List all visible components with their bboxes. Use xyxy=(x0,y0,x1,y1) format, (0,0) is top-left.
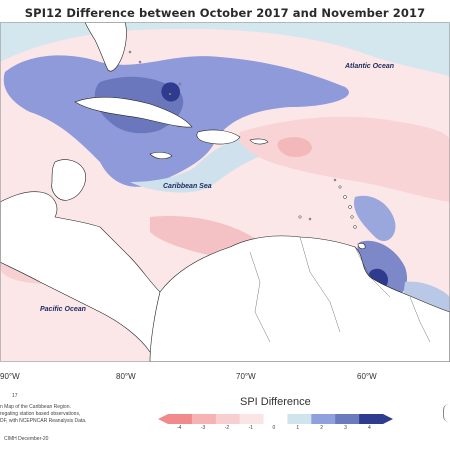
land-mexico-central-america xyxy=(0,191,176,353)
credit: CIMH December-20 xyxy=(4,436,49,442)
map-canvas xyxy=(0,22,450,362)
map-title: SPI12 Difference between October 2017 an… xyxy=(24,6,426,20)
legend-label: -4 xyxy=(176,425,182,431)
anomaly-blue-antilles xyxy=(354,195,396,242)
legend-title: SPI Difference xyxy=(240,396,311,408)
caption-line-2: regating station based observations, xyxy=(0,411,81,417)
tick-90w: 90°W xyxy=(0,372,20,381)
legend-arrow-left xyxy=(158,414,168,424)
legend-colorbar xyxy=(158,414,393,424)
legend-swatch xyxy=(168,414,193,424)
legend-label: -3 xyxy=(200,425,206,431)
legend-label: 2 xyxy=(320,425,324,431)
land-yucatan xyxy=(51,159,86,201)
land-cuba xyxy=(74,96,193,128)
legend-label: -2 xyxy=(224,425,230,431)
legend-swatch xyxy=(335,414,360,424)
legend-swatch xyxy=(191,414,217,424)
legend-swatch xyxy=(239,414,264,424)
land-jamaica xyxy=(149,151,173,160)
legend-label: 4 xyxy=(368,425,371,431)
tick-80w: 80°W xyxy=(116,372,136,381)
legend-swatch xyxy=(263,414,288,424)
label-atlantic-ocean: Atlantic Ocean xyxy=(345,63,395,70)
legend-swatch xyxy=(359,414,384,424)
land-puerto-rico xyxy=(249,138,269,145)
legend-label: 0 xyxy=(272,425,276,431)
anomaly-dark-blue-center xyxy=(161,82,180,102)
corner-emblem xyxy=(443,404,450,422)
legend-label: -1 xyxy=(248,425,254,431)
tick-60w: 60°W xyxy=(357,372,377,381)
legend-label: 3 xyxy=(344,425,347,431)
landmasses xyxy=(0,22,450,362)
legend-swatch xyxy=(287,414,312,424)
anomaly-light-blue-north xyxy=(0,22,450,77)
small-islands xyxy=(128,50,357,229)
borders xyxy=(249,236,431,343)
legend-arrow-right xyxy=(383,414,393,424)
footnote-number: 17 xyxy=(12,393,18,399)
caption-line-3: DF, with NCEPNCAR Reanalysis Data. xyxy=(0,418,87,424)
legend-swatch xyxy=(215,414,240,424)
legend-swatch xyxy=(311,414,336,424)
land-florida xyxy=(84,22,127,72)
anomaly-pink-spot xyxy=(277,137,312,157)
label-caribbean-sea: Caribbean Sea xyxy=(163,183,212,190)
label-pacific-ocean: Pacific Ocean xyxy=(40,306,86,313)
caption-line-1: n Map of the Caribbean Region. xyxy=(0,404,71,410)
legend-label: 1 xyxy=(296,425,300,431)
tick-70w: 70°W xyxy=(236,372,256,381)
land-trinidad xyxy=(357,242,366,250)
land-hispaniola xyxy=(196,129,241,145)
